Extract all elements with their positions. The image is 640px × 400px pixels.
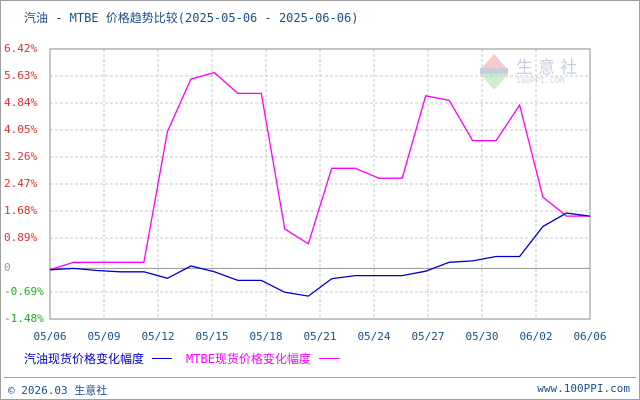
- y-tick-label: 0: [4, 261, 11, 275]
- legend-swatch-gasoline: [152, 358, 173, 359]
- x-tick-label: 05/24: [357, 330, 391, 343]
- x-tick-label: 05/21: [303, 330, 337, 343]
- x-tick-label: 06/06: [573, 330, 607, 343]
- legend: 汽油现货价格变化幅度 MTBE现货价格变化幅度: [24, 350, 339, 367]
- y-tick-label: 5.63%: [4, 69, 38, 82]
- x-tick-label: 05/30: [465, 330, 499, 343]
- y-tick-label: -1.48%: [4, 312, 44, 325]
- footer-site-link[interactable]: www.100PPI.com: [537, 382, 630, 395]
- ppi-logo-icon: [480, 54, 508, 90]
- y-tick-label: 1.68%: [4, 204, 38, 217]
- y-tick-label: 6.42%: [4, 42, 38, 55]
- y-tick-label: 0.89%: [4, 231, 38, 244]
- chart-title: 汽油 - MTBE 价格趋势比较(2025-05-06 - 2025-06-06…: [24, 11, 359, 25]
- x-tick-label: 06/02: [519, 330, 553, 343]
- legend-swatch-mtbe: [318, 358, 339, 359]
- watermark: 生意社 100PPI.COM: [480, 54, 582, 90]
- x-tick-label: 05/18: [249, 330, 283, 343]
- legend-item-gasoline: 汽油现货价格变化幅度: [24, 350, 173, 367]
- footer-copyright: © 2026.03 生意社: [8, 384, 108, 397]
- legend-label-mtbe: MTBE现货价格变化幅度: [186, 352, 311, 366]
- legend-item-mtbe: MTBE现货价格变化幅度: [186, 350, 339, 367]
- footer-divider: [4, 377, 636, 378]
- y-tick-label: 4.05%: [4, 123, 38, 136]
- series-line: [49, 212, 591, 297]
- x-tick-label: 05/15: [195, 330, 229, 343]
- x-tick-label: 05/09: [87, 330, 121, 343]
- legend-label-gasoline: 汽油现货价格变化幅度: [24, 352, 145, 366]
- y-tick-label: 4.84%: [4, 96, 38, 109]
- x-tick-label: 05/27: [411, 330, 445, 343]
- x-tick-label: 05/06: [33, 330, 67, 343]
- y-tick-label: 2.47%: [4, 177, 38, 190]
- x-tick-label: 05/12: [141, 330, 175, 343]
- watermark-sub: 100PPI.COM: [516, 75, 565, 85]
- watermark-name: 生意社: [516, 57, 582, 78]
- y-tick-label: -0.69%: [4, 285, 44, 298]
- y-tick-label: 3.26%: [4, 150, 38, 163]
- series-line: [49, 71, 590, 271]
